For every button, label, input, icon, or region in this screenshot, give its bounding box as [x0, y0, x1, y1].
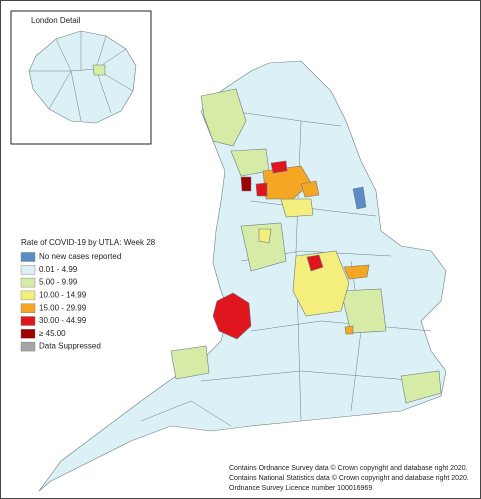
region: [255, 182, 268, 197]
legend-label: 5.00 - 9.99: [39, 278, 78, 287]
region: [300, 180, 320, 198]
region: [212, 292, 252, 340]
england: [38, 60, 447, 492]
credit-line: Ordnance Survey Licence number 100016969: [229, 485, 372, 492]
region: [240, 222, 287, 272]
region: [280, 198, 314, 218]
legend: No new cases reported 0.01 - 4.99 5.00 - 9…: [20, 252, 121, 352]
region: [352, 186, 367, 210]
legend-label: ≥ 45.00: [39, 329, 66, 338]
legend-swatch: [20, 265, 36, 275]
legend-swatch: [20, 341, 36, 352]
credit-line: Contains Ordnance Survey data © Crown co…: [229, 464, 468, 472]
legend-swatch: [20, 252, 36, 262]
legend-title: Rate of COVID-19 by UTLA: Week 28: [21, 238, 156, 247]
legend-swatch: [20, 329, 36, 339]
legend-swatch: [20, 277, 36, 288]
london: [28, 30, 137, 124]
credit-line: Contains National Statistics data © Crow…: [229, 474, 469, 482]
boroughs: [29, 31, 134, 122]
legend-label: 30.00 - 44.99: [39, 316, 87, 325]
legend-label: Data Suppressed: [39, 342, 101, 351]
region: [170, 345, 210, 380]
region: [292, 250, 350, 317]
legend-label: No new cases reported: [39, 252, 121, 261]
region: [200, 88, 247, 147]
region: [306, 254, 324, 272]
region: [340, 288, 387, 334]
legend-label: 10.00 - 14.99: [39, 291, 87, 300]
legend-swatch: [20, 316, 36, 326]
region: [343, 264, 370, 280]
region: [270, 160, 288, 174]
credits: Contains Ordnance Survey data © Crown co…: [229, 464, 469, 492]
region: [344, 325, 354, 335]
legend-swatch: [20, 290, 36, 301]
inset-title: London Detail: [31, 16, 81, 25]
legend-label: 0.01 - 4.99: [39, 265, 78, 274]
region: [400, 370, 442, 404]
region: [258, 228, 272, 244]
region: [240, 176, 252, 192]
legend-label: 15.00 - 29.99: [39, 303, 87, 312]
boundaries: [140, 110, 432, 427]
legend-swatch: [20, 303, 36, 313]
region: [92, 64, 106, 76]
